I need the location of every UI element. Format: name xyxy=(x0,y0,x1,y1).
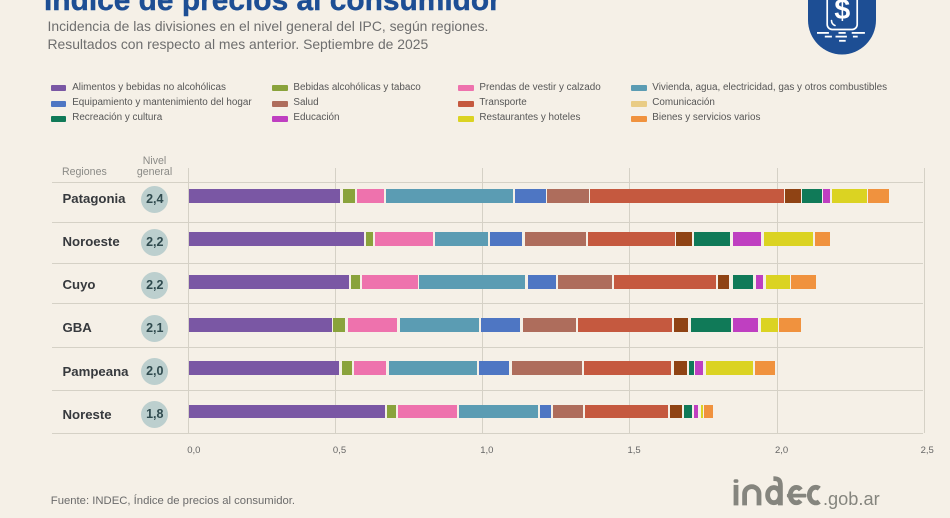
svg-text:.gob.ar: .gob.ar xyxy=(823,489,880,509)
svg-text:$: $ xyxy=(834,0,850,26)
